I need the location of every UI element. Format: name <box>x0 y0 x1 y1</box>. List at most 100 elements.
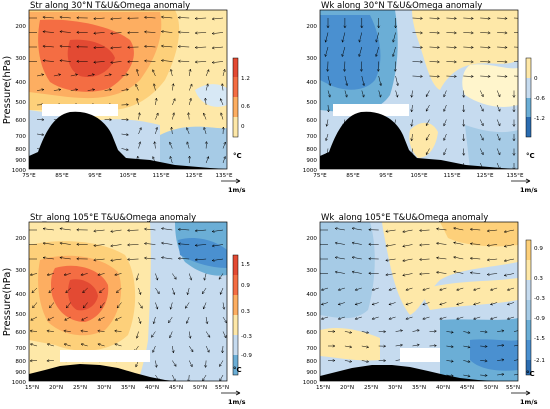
wind-vector-arrow <box>385 244 396 248</box>
wind-vector-arrow <box>429 344 437 348</box>
wind-vector-arrow <box>402 244 413 248</box>
wind-vector-arrow <box>104 118 112 122</box>
wind-vector-arrow <box>385 273 396 277</box>
wind-vector-arrow <box>436 227 447 231</box>
wind-vector-arrow <box>171 345 175 354</box>
wind-vector-arrow <box>497 372 505 376</box>
wind-vector-arrow <box>144 30 156 34</box>
wind-vector-arrow <box>127 60 139 64</box>
wind-vector-arrow <box>137 112 141 120</box>
wind-vector-arrow <box>194 45 207 49</box>
wind-vector-arrow <box>341 32 346 43</box>
wind-vector-arrow <box>222 156 226 164</box>
wind-vector-arrow <box>392 32 396 43</box>
y-tick-label: 1000 <box>303 380 318 386</box>
wind-vector-arrow <box>115 316 122 321</box>
wind-vector-arrow <box>513 373 518 376</box>
wind-vector-arrow <box>178 227 190 231</box>
wind-vector-arrow <box>480 373 488 377</box>
x-tick-label: 125°E <box>185 173 202 179</box>
wind-vector-arrow <box>320 257 328 261</box>
wind-vector-arrow <box>436 256 447 260</box>
wind-vector-arrow <box>104 88 112 92</box>
wind-vector-arrow <box>205 331 211 338</box>
wind-vector-arrow <box>97 273 105 276</box>
x-tick-label: 85°E <box>346 173 360 179</box>
y-ticks: 200 300 400 500 600 700 800 900 1000 <box>303 236 318 386</box>
wind-vector-arrow <box>80 343 88 347</box>
wind-vector-arrow <box>334 227 345 231</box>
wind-vector-arrow <box>507 316 515 320</box>
wind-vector-arrow <box>504 229 515 234</box>
wind-vector-arrow <box>446 74 457 78</box>
wind-vector-arrow <box>110 244 122 248</box>
colorbar-tick: -1.2 <box>534 116 545 122</box>
y-tick-label: 500 <box>15 100 26 106</box>
wind-vector-arrow <box>97 329 105 333</box>
wind-vector-arrow <box>446 345 454 349</box>
wind-vector-arrow <box>470 242 481 246</box>
y-tick-label: 200 <box>306 236 317 242</box>
wind-vector-arrow <box>155 287 160 295</box>
wind-vector-arrow <box>220 112 224 120</box>
wind-vector-arrow <box>114 329 122 333</box>
wind-vector-arrow <box>170 126 174 135</box>
x-tick-label: 35°N <box>412 385 426 391</box>
x-tick-label: 105°E <box>410 173 427 179</box>
wind-vector-arrow <box>63 273 71 276</box>
y-tick-label: 400 <box>306 80 317 86</box>
wind-vector-arrow <box>63 343 71 347</box>
y-tick-label: 700 <box>306 346 317 352</box>
wind-vector-arrow <box>194 243 207 247</box>
wind-vector-arrow <box>188 83 193 91</box>
wind-vector-arrow <box>462 119 466 127</box>
wind-vector-arrow <box>222 302 226 310</box>
wind-vector-arrow <box>371 302 379 306</box>
x-tick-label: 105°E <box>119 173 136 179</box>
wind-vector-arrow <box>219 98 224 106</box>
wind-vector-arrow <box>29 329 38 333</box>
wind-vector-arrow <box>114 273 122 276</box>
wind-vector-arrow <box>513 32 518 33</box>
wind-vector-arrow <box>490 302 498 306</box>
wind-vector-arrow <box>429 45 440 49</box>
wind-vector-arrow <box>110 229 122 233</box>
wind-vector-arrow <box>361 345 369 349</box>
wind-vector-arrow <box>368 257 379 261</box>
wind-vector-arrow <box>343 61 347 72</box>
wind-vector-arrow <box>152 316 156 324</box>
wind-vector-arrow <box>211 60 224 64</box>
colorbar: 0.9 0.3 -0.3 -0.9 -1.5 -2.1 °C <box>525 239 545 378</box>
wind-vector-arrow <box>59 241 71 245</box>
wind-vector-arrow <box>178 256 190 260</box>
wind-vector-arrow <box>497 329 505 333</box>
wind-vector-arrow <box>410 133 414 142</box>
x-tick-label: 135°E <box>506 173 523 179</box>
wind-vector-arrow <box>470 271 481 275</box>
wind-vector-arrow <box>392 46 396 57</box>
wind-vector-arrow <box>487 243 498 247</box>
wind-vector-arrow <box>82 302 88 309</box>
wind-vector-arrow <box>496 133 501 141</box>
wind-vector-arrow <box>463 345 471 349</box>
wind-vector-arrow <box>344 359 352 363</box>
wind-vector-arrow <box>320 228 328 232</box>
wind-vector-arrow <box>354 302 362 306</box>
wind-vector-arrow <box>412 45 423 49</box>
x-tick-label: 115°E <box>443 173 460 179</box>
wind-vector-arrow <box>194 258 207 262</box>
wind-vector-arrow <box>110 60 122 64</box>
wind-vector-arrow <box>144 15 156 19</box>
wind-vector-arrow <box>395 329 403 333</box>
wind-vector-arrow <box>76 257 88 261</box>
wind-vector-arrow <box>155 127 159 135</box>
terrain <box>320 348 495 381</box>
wind-vector-arrow <box>439 302 447 306</box>
terrain <box>29 104 227 169</box>
wind-vector-arrow <box>98 316 105 321</box>
wind-vector-arrow <box>138 141 142 149</box>
wind-vector-arrow <box>463 374 471 378</box>
wind-vector-arrow <box>429 60 440 64</box>
wind-vector-arrow <box>59 15 71 19</box>
wind-vector-arrow <box>480 31 491 35</box>
